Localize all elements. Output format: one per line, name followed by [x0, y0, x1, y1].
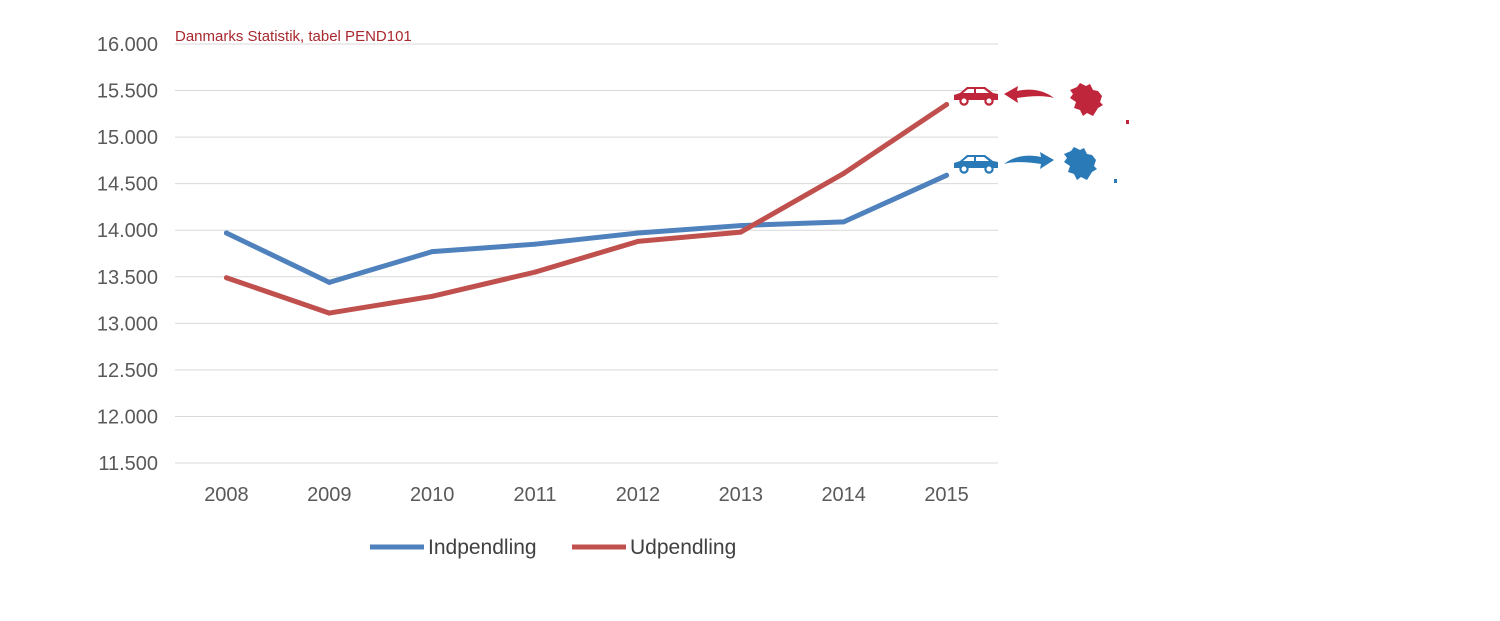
car-icon — [954, 87, 998, 106]
y-tick-label: 14.000 — [97, 220, 158, 242]
x-tick-label: 2008 — [204, 484, 249, 506]
data-point-indpendling — [326, 279, 332, 285]
data-point-udpendling — [944, 102, 950, 108]
series-layer — [223, 102, 950, 316]
x-tick-label: 2013 — [719, 484, 764, 506]
data-point-indpendling — [738, 223, 744, 229]
x-tick-label: 2015 — [924, 484, 969, 506]
x-tick-label: 2011 — [514, 484, 557, 506]
y-tick-label: 11.500 — [98, 453, 158, 475]
legend-label: Indpendling — [428, 536, 537, 559]
y-tick-label: 13.500 — [97, 267, 158, 289]
arrow-out-icon — [1004, 86, 1054, 103]
indpendling-icon-group — [954, 147, 1117, 183]
arrow-in-icon — [1004, 152, 1054, 169]
x-tick-label: 2010 — [410, 484, 455, 506]
data-point-udpendling — [532, 269, 538, 275]
data-point-indpendling — [841, 219, 847, 225]
data-point-udpendling — [738, 229, 744, 235]
y-tick-label: 13.000 — [97, 313, 158, 335]
y-axis: 11.500 12.000 12.500 13.000 13.500 14.000 14.5… — [97, 34, 158, 475]
y-tick-label: 12.000 — [97, 406, 158, 428]
data-point-indpendling — [223, 230, 229, 236]
y-tick-label: 15.500 — [97, 81, 158, 103]
series-line-udpendling — [223, 102, 950, 316]
municipality-map-icon — [1070, 83, 1129, 124]
y-tick-label: 16.000 — [97, 34, 158, 56]
data-point-udpendling — [223, 275, 229, 281]
y-tick-label: 14.500 — [97, 174, 158, 196]
y-tick-label: 12.500 — [97, 360, 158, 382]
udpendling-icon-group — [954, 83, 1129, 124]
data-point-indpendling — [944, 172, 950, 178]
gridlines — [175, 43, 998, 464]
municipality-map-icon — [1064, 147, 1117, 183]
data-point-indpendling — [532, 241, 538, 247]
x-axis: 2008 2009 2010 2011 2012 2013 2014 2015 — [204, 484, 969, 506]
data-point-udpendling — [429, 293, 435, 299]
legend-label: Udpendling — [630, 536, 736, 559]
x-tick-label: 2012 — [616, 484, 661, 506]
data-point-udpendling — [635, 238, 641, 244]
series-line-indpendling — [223, 172, 950, 285]
legend: Indpendling Udpendling — [370, 536, 736, 559]
source-note: Danmarks Statistik, tabel PEND101 — [175, 28, 412, 45]
y-tick-label: 15.000 — [97, 127, 158, 149]
data-point-indpendling — [429, 249, 435, 255]
data-point-udpendling — [326, 310, 332, 316]
data-point-udpendling — [841, 170, 847, 176]
car-icon — [954, 155, 998, 174]
data-point-indpendling — [635, 230, 641, 236]
x-tick-label: 2014 — [821, 484, 866, 506]
x-tick-label: 2009 — [307, 484, 352, 506]
